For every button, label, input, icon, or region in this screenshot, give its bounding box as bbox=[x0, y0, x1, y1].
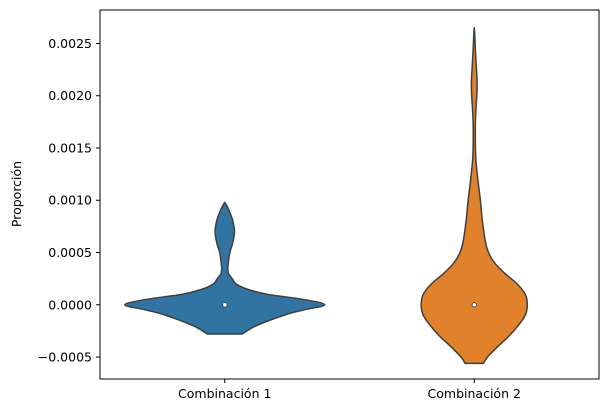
y-tick-label: 0.0020 bbox=[48, 88, 92, 103]
y-tick-label: 0.0025 bbox=[48, 36, 92, 51]
violin-body-1 bbox=[124, 201, 326, 335]
y-axis-label: Proporción bbox=[9, 161, 24, 227]
y-tick-label: −0.0005 bbox=[38, 350, 92, 365]
violin-body-2 bbox=[420, 27, 529, 365]
median-marker-1 bbox=[222, 302, 228, 308]
x-tick-label-1: Combinación 1 bbox=[178, 386, 271, 401]
violins-layer bbox=[124, 27, 529, 365]
y-tick-label: 0.0000 bbox=[48, 297, 92, 312]
axes-layer: −0.0005 0.0000 0.0005 0.0010 0.0015 0.0020 0.0… bbox=[38, 9, 600, 401]
y-tick-label: 0.0005 bbox=[48, 245, 92, 260]
y-tick-label: 0.0015 bbox=[48, 140, 92, 155]
x-tick-label-2: Combinación 2 bbox=[428, 386, 521, 401]
median-marker-2 bbox=[471, 302, 477, 308]
plot-frame bbox=[99, 9, 600, 380]
y-tick-label: 0.0010 bbox=[48, 193, 92, 208]
